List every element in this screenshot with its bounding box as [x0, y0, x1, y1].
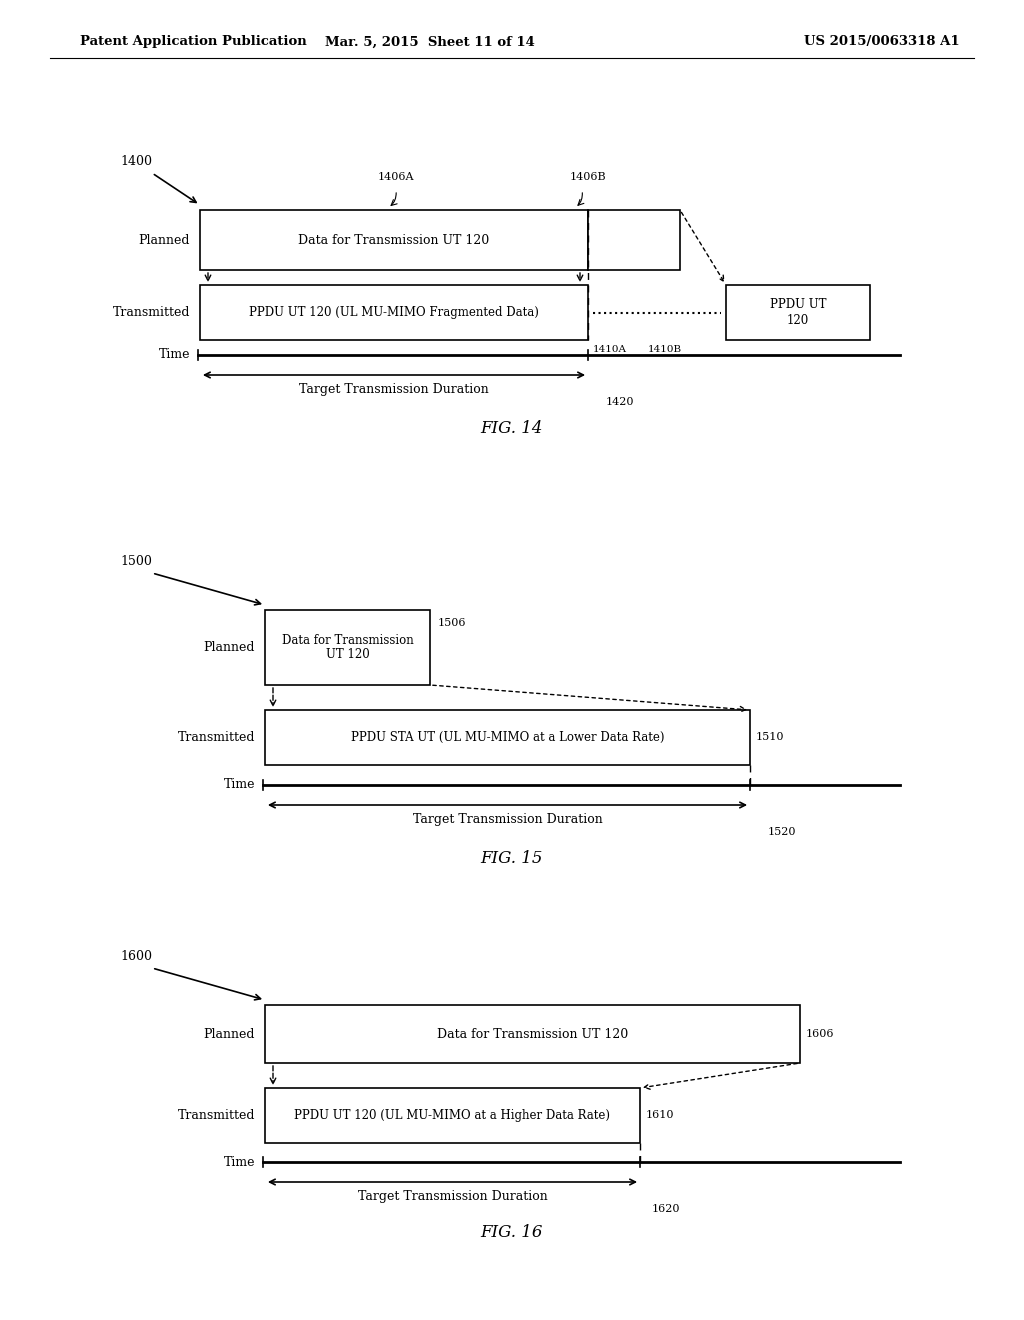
Text: Time: Time — [159, 348, 190, 362]
Text: 1406B: 1406B — [570, 172, 606, 182]
Text: 1606: 1606 — [806, 1030, 835, 1039]
Text: 1620: 1620 — [652, 1204, 681, 1214]
Text: Data for Transmission UT 120: Data for Transmission UT 120 — [437, 1027, 628, 1040]
Text: 1520: 1520 — [768, 828, 797, 837]
Text: FIG. 16: FIG. 16 — [480, 1224, 544, 1241]
Text: Target Transmission Duration: Target Transmission Duration — [357, 1191, 548, 1203]
Text: 1400: 1400 — [120, 154, 152, 168]
Text: 1500: 1500 — [120, 554, 152, 568]
Text: Patent Application Publication: Patent Application Publication — [80, 36, 307, 49]
Text: Target Transmission Duration: Target Transmission Duration — [299, 383, 488, 396]
Text: Planned: Planned — [138, 234, 190, 247]
Text: 1510: 1510 — [756, 733, 784, 742]
Text: US 2015/0063318 A1: US 2015/0063318 A1 — [805, 36, 961, 49]
Bar — [265, 1088, 640, 1143]
Text: Target Transmission Duration: Target Transmission Duration — [413, 813, 602, 826]
Text: 1410A: 1410A — [593, 345, 627, 354]
Text: Transmitted: Transmitted — [113, 306, 190, 319]
Text: Transmitted: Transmitted — [177, 1109, 255, 1122]
Text: PPDU UT 120 (UL MU-MIMO Fragmented Data): PPDU UT 120 (UL MU-MIMO Fragmented Data) — [249, 306, 539, 319]
Text: 1610: 1610 — [646, 1110, 675, 1121]
Text: PPDU UT
120: PPDU UT 120 — [770, 298, 826, 326]
Text: 1410B: 1410B — [648, 345, 682, 354]
Bar — [265, 710, 750, 766]
Text: 1506: 1506 — [438, 618, 467, 628]
Text: Data for Transmission UT 120: Data for Transmission UT 120 — [298, 234, 489, 247]
Text: Time: Time — [223, 1155, 255, 1168]
Text: 1420: 1420 — [606, 397, 635, 407]
Text: Data for Transmission
UT 120: Data for Transmission UT 120 — [282, 634, 414, 661]
Text: 1600: 1600 — [120, 950, 152, 964]
Text: Transmitted: Transmitted — [177, 731, 255, 744]
Text: Planned: Planned — [204, 642, 255, 653]
Text: PPDU UT 120 (UL MU-MIMO at a Higher Data Rate): PPDU UT 120 (UL MU-MIMO at a Higher Data… — [295, 1109, 610, 1122]
Text: Planned: Planned — [204, 1027, 255, 1040]
Bar — [726, 285, 870, 341]
Bar — [265, 610, 430, 685]
Bar — [200, 210, 588, 271]
Bar — [265, 1005, 800, 1063]
Text: 1406A: 1406A — [378, 172, 415, 182]
Text: PPDU STA UT (UL MU-MIMO at a Lower Data Rate): PPDU STA UT (UL MU-MIMO at a Lower Data … — [351, 731, 665, 744]
Bar — [588, 210, 680, 271]
Text: FIG. 15: FIG. 15 — [480, 850, 544, 867]
Text: FIG. 14: FIG. 14 — [480, 420, 544, 437]
Bar — [200, 285, 588, 341]
Text: Mar. 5, 2015  Sheet 11 of 14: Mar. 5, 2015 Sheet 11 of 14 — [325, 36, 535, 49]
Text: Time: Time — [223, 779, 255, 792]
